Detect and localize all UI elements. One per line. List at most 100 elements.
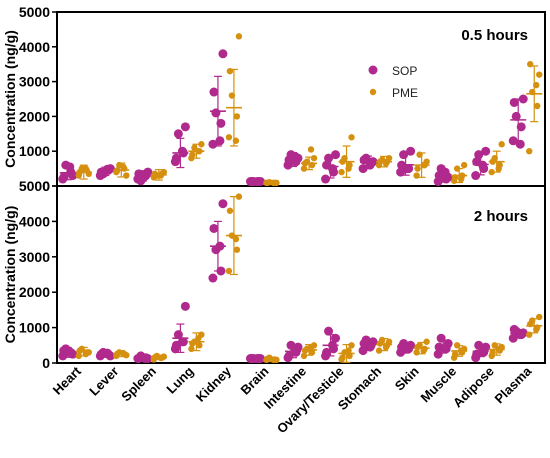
data-point-sop <box>478 346 488 356</box>
data-point-sop <box>216 118 226 128</box>
data-point-sop <box>252 177 262 186</box>
data-point-pme <box>308 349 316 356</box>
data-point-sop <box>140 353 150 363</box>
data-point-pme <box>270 179 277 186</box>
data-point-sop <box>208 139 218 149</box>
data-point-pme <box>225 267 233 275</box>
data-point-sop <box>478 160 488 170</box>
data-point-sop <box>508 136 518 146</box>
data-point-pme <box>264 355 271 362</box>
data-point-sop <box>173 129 183 139</box>
data-point-sop <box>209 87 219 97</box>
data-point-pme <box>189 151 196 158</box>
data-point-sop <box>324 153 334 163</box>
y-tick-label: 1000 <box>19 320 50 336</box>
data-point-pme <box>76 347 83 354</box>
y-tick-label: 5000 <box>19 4 50 20</box>
y-tick-label: 5000 <box>19 178 50 194</box>
data-point-pme <box>382 160 390 167</box>
data-point-sop <box>436 333 446 343</box>
data-point-sop <box>177 337 187 347</box>
data-point-sop <box>102 164 112 174</box>
data-point-pme <box>232 235 240 243</box>
data-point-pme <box>533 326 540 333</box>
data-point-sop <box>218 199 228 209</box>
data-point-pme <box>414 343 421 351</box>
data-point-pme <box>526 148 533 155</box>
data-point-sop <box>518 94 528 104</box>
y-tick-label: 3000 <box>19 249 50 265</box>
y-tick-label: 2000 <box>19 108 50 124</box>
data-point-pme <box>413 172 420 179</box>
data-point-pme <box>489 158 496 165</box>
data-point-sop <box>321 174 331 184</box>
data-point-sop <box>328 340 338 350</box>
data-point-pme <box>264 179 271 186</box>
data-point-pme <box>120 349 127 357</box>
data-point-sop <box>322 347 332 357</box>
data-point-pme <box>536 71 543 78</box>
data-point-pme <box>376 340 384 347</box>
data-point-pme <box>189 340 196 347</box>
y-tick-label: 4000 <box>19 39 50 55</box>
data-point-pme <box>451 350 459 358</box>
data-point-pme <box>195 335 202 342</box>
data-point-pme <box>533 81 540 89</box>
data-point-sop <box>471 171 481 181</box>
data-point-pme <box>151 354 159 361</box>
data-point-pme <box>151 170 159 178</box>
data-point-sop <box>508 333 518 343</box>
panel-frame-2 <box>56 185 546 364</box>
data-point-pme <box>348 342 355 349</box>
x-category-label: Brain <box>237 363 271 397</box>
panel-title: 2 hours <box>474 208 528 225</box>
data-point-pme <box>114 167 121 174</box>
data-point-sop <box>215 136 225 146</box>
y-axis-label: Concentration (ng/g) <box>2 30 18 168</box>
data-point-sop <box>433 349 443 359</box>
data-point-pme <box>339 354 346 361</box>
x-category-label: Kidney <box>193 363 235 405</box>
data-point-pme <box>536 313 543 321</box>
data-point-pme <box>348 134 355 141</box>
data-point-pme <box>123 172 130 179</box>
data-point-pme <box>301 347 309 354</box>
data-point-pme <box>75 352 82 360</box>
x-category-label: Lung <box>163 363 196 396</box>
data-point-sop <box>331 333 341 343</box>
data-point-sop <box>218 49 228 59</box>
data-point-pme <box>198 141 205 148</box>
data-point-sop <box>290 346 300 356</box>
data-point-pme <box>157 172 165 179</box>
x-category-label: Lever <box>86 364 121 399</box>
data-point-pme <box>232 137 240 144</box>
data-point-pme <box>488 168 495 176</box>
data-point-sop <box>328 164 338 174</box>
data-point-sop <box>399 150 409 160</box>
data-point-pme <box>527 320 534 328</box>
data-point-sop <box>358 346 368 356</box>
y-tick-label: 4000 <box>19 213 50 229</box>
legend-label: PME <box>392 86 418 100</box>
data-point-pme <box>308 161 316 169</box>
data-point-sop <box>481 146 491 156</box>
data-point-pme <box>300 352 308 360</box>
x-category-label: Skin <box>392 363 422 393</box>
data-point-sop <box>403 164 413 174</box>
data-point-sop <box>211 108 221 118</box>
data-point-pme <box>233 113 241 120</box>
data-point-sop <box>403 344 413 354</box>
legend-marker-pme <box>369 88 377 96</box>
data-point-sop <box>252 354 262 363</box>
data-point-pme <box>527 60 534 68</box>
data-point-sop <box>440 167 450 177</box>
data-point-pme <box>376 158 384 165</box>
data-point-pme <box>346 352 353 360</box>
y-axis-label: Concentration (ng/g) <box>2 206 18 344</box>
data-point-pme <box>82 350 89 358</box>
data-point-sop <box>365 160 375 170</box>
x-category-label: Adipose <box>450 364 497 411</box>
data-point-sop <box>358 164 368 174</box>
data-point-pme <box>76 168 83 176</box>
data-point-pme <box>420 347 427 354</box>
